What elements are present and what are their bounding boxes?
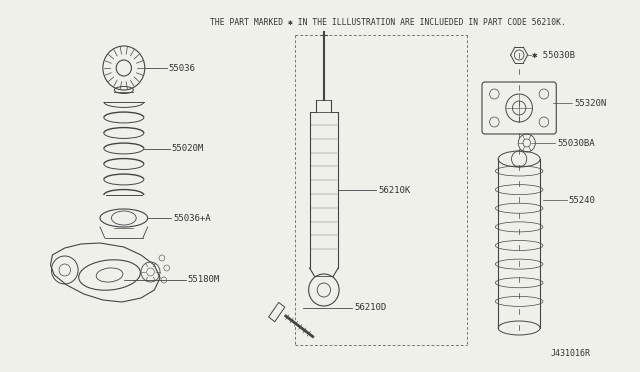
Text: THE PART MARKED ✱ IN THE ILLLUSTRATION ARE INCLUEDED IN PART CODE 56210K.: THE PART MARKED ✱ IN THE ILLLUSTRATION A… bbox=[209, 18, 565, 27]
Text: 55240: 55240 bbox=[569, 196, 596, 205]
Text: J431016R: J431016R bbox=[550, 349, 591, 358]
Text: 55020M: 55020M bbox=[172, 144, 204, 153]
Text: ✱ 55030B: ✱ 55030B bbox=[531, 51, 575, 60]
Text: 55030BA: 55030BA bbox=[557, 138, 595, 148]
Text: 55036: 55036 bbox=[168, 64, 195, 73]
Text: 55180M: 55180M bbox=[188, 276, 220, 285]
Text: 56210K: 56210K bbox=[378, 186, 410, 195]
Bar bbox=[269, 302, 285, 322]
Text: 55320N: 55320N bbox=[574, 99, 607, 108]
FancyBboxPatch shape bbox=[482, 82, 556, 134]
Text: 56210D: 56210D bbox=[355, 304, 387, 312]
Text: 55036+A: 55036+A bbox=[173, 214, 211, 222]
